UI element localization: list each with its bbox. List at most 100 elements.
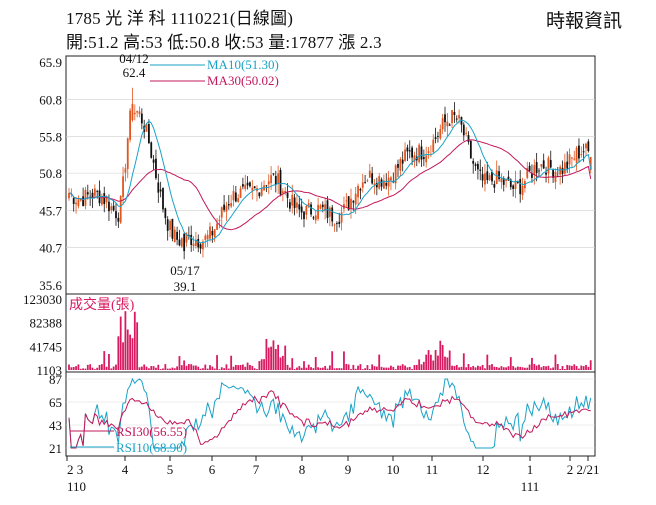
- volume-bar: [394, 369, 397, 370]
- candle-body: [390, 177, 392, 181]
- ma30-line: [68, 139, 592, 231]
- candle-body: [216, 223, 218, 230]
- volume-bar: [509, 357, 512, 370]
- candle-body: [204, 235, 207, 240]
- volume-bar: [352, 364, 355, 370]
- candle-body: [469, 140, 472, 159]
- candle-body: [364, 181, 366, 183]
- volume-bar: [561, 366, 564, 370]
- volume-bar: [190, 364, 193, 370]
- candle-body: [526, 168, 529, 178]
- candle-body: [96, 191, 99, 192]
- volume-bar: [533, 363, 536, 370]
- candle-body: [152, 159, 155, 163]
- volume-bar: [98, 364, 101, 370]
- volume-bar: [556, 364, 559, 370]
- candle-body: [117, 217, 120, 222]
- volume-bar: [399, 365, 402, 370]
- candle-body: [312, 217, 315, 219]
- candle-body: [317, 204, 319, 219]
- rsi-tick-label: 65: [49, 395, 62, 410]
- volume-bar: [138, 367, 141, 370]
- candle-body: [265, 185, 268, 187]
- gridlines: [66, 99, 595, 461]
- candle-body: [371, 173, 374, 184]
- candle-body: [580, 154, 583, 156]
- candle-body: [465, 132, 468, 134]
- volume-bar: [368, 369, 371, 370]
- candle-body: [272, 173, 275, 175]
- volume-bar: [319, 367, 322, 370]
- volume-bar: [225, 364, 228, 370]
- volume-bar: [498, 367, 500, 370]
- candle-body: [542, 160, 545, 169]
- volume-bar: [582, 366, 585, 370]
- volume-bar: [354, 368, 357, 370]
- ma10-line: [68, 119, 592, 244]
- volume-tick-label: 123030: [23, 292, 62, 307]
- volume-bar: [451, 365, 453, 370]
- ma10-legend: MA10(51.30): [207, 57, 279, 72]
- volume-bar: [512, 366, 515, 370]
- chart-title: 1785 光 洋 科 1110221(日線圖): [66, 9, 294, 28]
- candle-body: [359, 189, 362, 191]
- candle-body: [232, 191, 235, 201]
- volume-bar: [535, 365, 538, 370]
- volume-bar: [152, 366, 155, 370]
- candle-body: [328, 207, 331, 217]
- candle-body: [585, 143, 587, 149]
- candle-body: [202, 241, 204, 250]
- candle-body: [486, 171, 489, 181]
- volume-bar: [345, 364, 348, 370]
- volume-bar: [549, 368, 552, 370]
- candle-body: [169, 220, 171, 230]
- volume-bar: [249, 364, 251, 370]
- volume-bar: [101, 364, 103, 370]
- volume-bar: [575, 365, 578, 370]
- candle-body: [171, 218, 174, 239]
- rsi-lines: [68, 377, 592, 449]
- volume-bar: [340, 368, 343, 370]
- candle-body: [481, 174, 484, 181]
- candle-body: [549, 160, 552, 168]
- candle-body: [422, 157, 425, 160]
- volume-bar: [434, 350, 437, 370]
- volume-bar: [70, 367, 73, 370]
- candle-body: [467, 135, 470, 142]
- volume-bar: [303, 361, 305, 370]
- candle-body: [441, 118, 444, 130]
- candle-body: [112, 205, 115, 211]
- candle-body: [582, 151, 585, 153]
- volume-bar: [397, 365, 399, 370]
- volume-bar: [284, 345, 287, 370]
- candle-body: [448, 124, 451, 126]
- candle-body: [223, 204, 225, 210]
- candle-body: [516, 181, 519, 183]
- volume-bar: [566, 364, 569, 370]
- candle-body: [162, 187, 164, 210]
- volume-bar: [545, 366, 547, 370]
- volume-bar: [524, 367, 526, 370]
- candle-body: [314, 215, 317, 221]
- candle-body: [578, 145, 580, 159]
- candle-body: [253, 186, 256, 189]
- volume-bars: [68, 311, 592, 370]
- volume-bar: [317, 367, 319, 370]
- candle-body: [385, 182, 388, 186]
- volume-bar: [474, 367, 477, 370]
- candle-body: [420, 146, 423, 160]
- candle-body: [533, 165, 536, 176]
- candle-body: [477, 163, 479, 170]
- candle-body: [300, 206, 303, 213]
- volume-bar: [91, 367, 94, 370]
- candle-body: [427, 151, 430, 153]
- candle-body: [324, 204, 327, 211]
- volume-bar: [171, 367, 174, 370]
- candle-body: [213, 229, 216, 237]
- volume-bar: [472, 365, 475, 370]
- volume-bar: [251, 365, 254, 370]
- candle-body: [86, 192, 89, 195]
- volume-bar: [84, 368, 87, 370]
- low-value-annotation: 39.1: [174, 279, 197, 294]
- candle-body: [293, 197, 296, 209]
